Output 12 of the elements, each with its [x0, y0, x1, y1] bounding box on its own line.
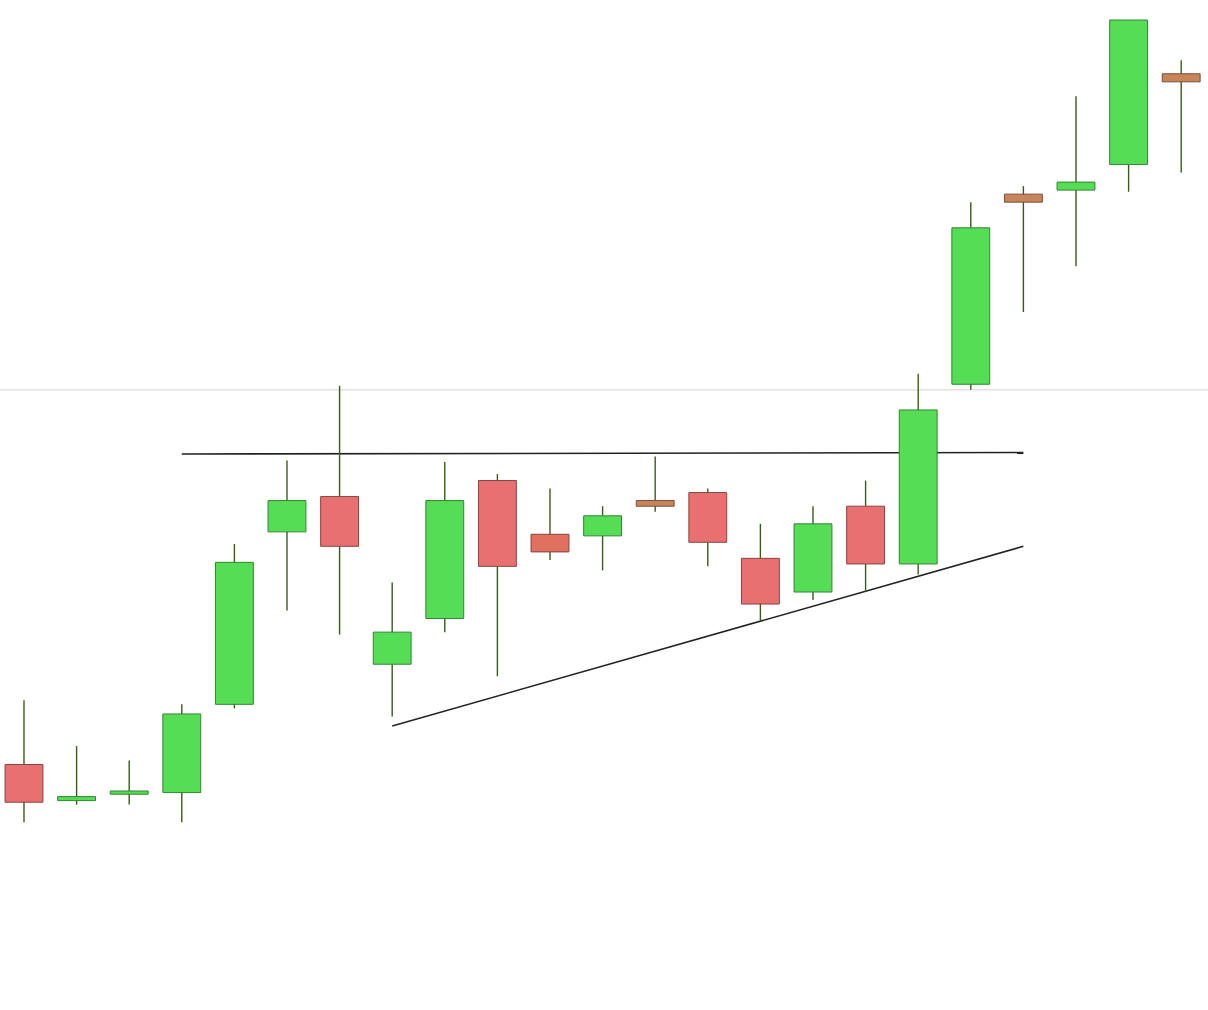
candlestick — [1056, 95, 1096, 268]
candlestick — [1161, 59, 1201, 174]
candlestick — [583, 505, 623, 572]
candlestick — [372, 581, 412, 718]
candlestick — [4, 699, 44, 823]
candlestick — [635, 455, 675, 513]
candlestick — [57, 745, 97, 806]
candlestick — [1003, 185, 1043, 313]
candlestick — [530, 487, 570, 561]
candlestick — [740, 523, 780, 621]
candlestick — [267, 459, 307, 612]
candlestick — [109, 759, 149, 806]
